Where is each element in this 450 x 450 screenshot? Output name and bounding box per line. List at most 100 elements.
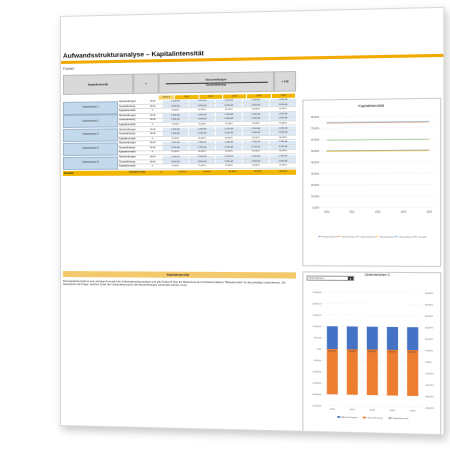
y-left-tick-label: 1.000,00: [312, 326, 322, 328]
company-name: Unternehmen 4: [62, 142, 119, 156]
value-cell[interactable]: 2.000,00: [161, 104, 189, 108]
value-cell[interactable]: 1.600,00: [161, 118, 189, 122]
row-label: Abschreibungen: [119, 128, 136, 132]
value-cell[interactable]: 1.350,00: [268, 140, 297, 145]
value-cell[interactable]: 2.000,00: [241, 103, 269, 107]
grid-line: [320, 127, 436, 128]
value-cell[interactable]: 2.500,00: [161, 132, 189, 136]
value-cell[interactable]: 2.000,00: [268, 159, 297, 163]
total-unit: %: [160, 171, 163, 174]
value-cell: 75,00%: [241, 163, 269, 168]
line-chart-panel: Kapitalintensität 80,00% 70,00% 60,00% 50,0…: [302, 97, 442, 267]
value-cell: 50,00%: [214, 150, 242, 154]
value-cell[interactable]: 1.000,00: [161, 99, 189, 104]
value-cell[interactable]: 1.200,00: [268, 112, 297, 117]
row-label: Gesamtleistung: [119, 105, 136, 108]
company-block: Unternehmen 3 Abschreibungen TEUR 1.250,00 1…: [62, 126, 297, 143]
bar-gesamtleistung: [346, 349, 358, 395]
y-left-tick-label: -1.500,00: [312, 382, 323, 384]
bar-chart-panel: Unternehmen 1 ▾ Unternehmen 1 2.500,00 60…: [302, 271, 442, 436]
formula-name: Kapitalintensität: [62, 73, 134, 95]
description-text: Die Kapitalintensität ist eine wichtige …: [62, 280, 286, 288]
value-cell[interactable]: 1.350,00: [241, 140, 269, 145]
bar-data-label: 50,00%: [329, 350, 337, 352]
value-cell[interactable]: 2.000,00: [188, 103, 215, 108]
bar-chart: 2.500,00 60,00% 2.000,00 50,00% 1.500,00 40,0…: [312, 282, 434, 420]
value-cell[interactable]: 1.250,00: [161, 127, 189, 132]
value-cell[interactable]: 2.000,00: [214, 159, 242, 164]
grid-line: [322, 405, 422, 407]
value-cell[interactable]: 1.000,00: [188, 99, 215, 104]
value-cell[interactable]: 1.500,00: [268, 154, 297, 159]
value-cell[interactable]: 1.600,00: [214, 117, 242, 122]
value-cell[interactable]: 1.350,00: [161, 141, 189, 146]
value-cell[interactable]: 2.700,00: [268, 145, 297, 149]
y-tick-label: 70,00%: [311, 128, 319, 130]
value-cell[interactable]: 2.500,00: [214, 131, 242, 136]
formula-equals: =: [133, 73, 159, 94]
bar-gesamtleistung: [326, 348, 338, 395]
value-cell[interactable]: 1.250,00: [241, 126, 269, 131]
value-cell[interactable]: 2.500,00: [241, 131, 269, 136]
row-unit: TEUR: [149, 100, 156, 103]
value-cell[interactable]: 2.500,00: [268, 131, 297, 135]
grid-line: [320, 161, 436, 162]
value-cell[interactable]: 1.000,00: [268, 98, 297, 103]
value-cell: 50,00%: [214, 107, 242, 112]
spreadsheet-page: Aufwandsstrukturanalyse – Kapitalintensi…: [60, 6, 445, 436]
total-value: 60,00%: [178, 171, 187, 174]
value-cell[interactable]: 1.500,00: [161, 155, 189, 160]
y-right-tick-label: 20,00%: [425, 339, 433, 341]
company-select[interactable]: Unternehmen 1 ▾: [306, 275, 355, 281]
company-block: Unternehmen 5 Abschreibungen TEUR 1.500,00 1…: [62, 154, 297, 170]
value-cell: 50,00%: [241, 107, 269, 112]
bar-gesamtleistung: [407, 350, 419, 397]
y-tick-label: 40,00%: [311, 162, 319, 164]
value-cell[interactable]: 1.200,00: [161, 113, 189, 118]
title-bar: Aufwandsstrukturanalyse – Kapitalintensi…: [60, 45, 445, 64]
value-cell[interactable]: 1.600,00: [268, 116, 297, 121]
value-cell[interactable]: 2.000,00: [161, 160, 189, 164]
company-blocks: Unternehmen 1 Abschreibungen TEUR 1.000,00 1…: [62, 98, 297, 170]
value-cell[interactable]: 1.600,00: [188, 117, 215, 122]
value-cell[interactable]: 1.000,00: [214, 98, 242, 103]
value-cell[interactable]: 1.000,00: [241, 98, 269, 103]
value-cell[interactable]: 1.350,00: [214, 141, 242, 145]
company-name: Unternehmen 3: [62, 128, 119, 143]
value-cell[interactable]: 1.250,00: [214, 127, 242, 131]
value-cell[interactable]: 2.700,00: [161, 146, 189, 150]
value-cell: 50,00%: [188, 136, 215, 141]
value-cell[interactable]: 2.000,00: [188, 159, 215, 164]
x-tick-label: 2022: [375, 212, 381, 214]
value-cell[interactable]: 1.250,00: [188, 127, 215, 132]
company-name: Unternehmen 5: [62, 156, 119, 170]
value-cell[interactable]: 1.350,00: [188, 141, 215, 146]
company-name: Unternehmen 1: [62, 100, 119, 115]
x-tick-label: 2020: [324, 212, 330, 214]
value-cell[interactable]: 1.500,00: [241, 154, 269, 159]
value-cell[interactable]: 2.000,00: [268, 102, 297, 107]
value-cell[interactable]: 1.200,00: [188, 113, 215, 118]
chevron-down-icon[interactable]: ▾: [347, 276, 354, 281]
row-unit: TEUR: [149, 133, 156, 136]
value-cell[interactable]: 1.200,00: [241, 112, 269, 117]
legend-entry: Unternehmen 3: [361, 235, 377, 238]
value-cell[interactable]: 2.000,00: [214, 103, 242, 108]
value-cell[interactable]: 1.200,00: [214, 113, 242, 117]
bar-abschreibungen: [366, 326, 378, 350]
value-cell[interactable]: 2.700,00: [188, 145, 215, 150]
value-cell[interactable]: 1.600,00: [241, 117, 269, 121]
value-cell[interactable]: 2.700,00: [241, 145, 269, 150]
formula-multiplier: × 100: [274, 70, 297, 92]
value-cell[interactable]: 1.500,00: [214, 155, 242, 159]
value-cell[interactable]: 2.000,00: [241, 159, 269, 164]
bar-data-label: 50,00%: [349, 351, 357, 353]
y-tick-label: 10,00%: [311, 196, 319, 198]
value-cell[interactable]: 2.500,00: [188, 131, 215, 136]
value-cell[interactable]: 1.500,00: [188, 155, 215, 160]
total-name: Gesamt: [63, 171, 74, 175]
value-cell[interactable]: 2.700,00: [214, 145, 242, 150]
row-unit: TEUR: [149, 160, 156, 164]
y-tick-label: 50,00%: [311, 151, 319, 153]
value-cell[interactable]: 1.250,00: [268, 126, 297, 131]
